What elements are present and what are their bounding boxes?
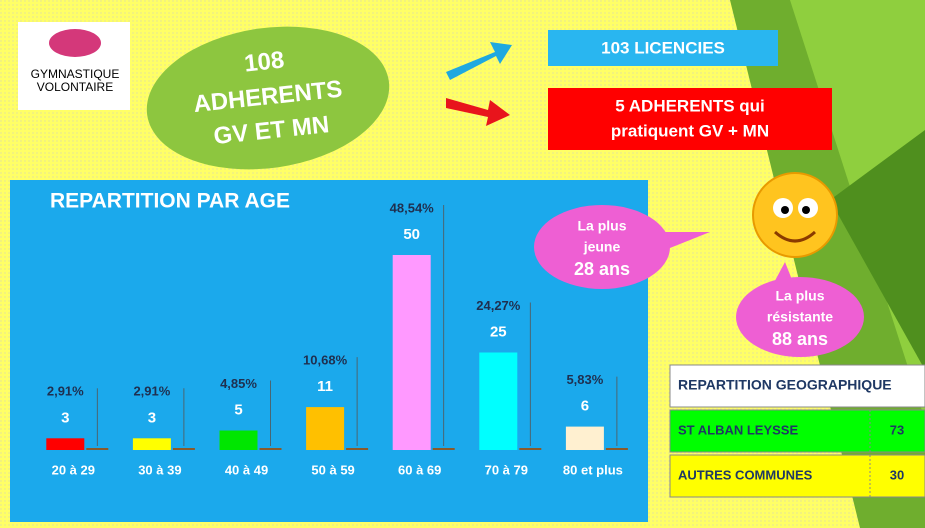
percentage-label: 48,54% xyxy=(390,200,435,215)
emoji xyxy=(753,173,837,257)
percentage-label: 24,27% xyxy=(476,298,521,313)
percentage-label: 2,91% xyxy=(133,384,170,399)
box-text: 103 LICENCIES xyxy=(601,38,725,57)
chart-title: REPARTITION PAR AGE xyxy=(50,190,290,213)
bar xyxy=(133,438,171,450)
bar xyxy=(306,407,344,450)
table-cell: AUTRES COMMUNES xyxy=(678,467,813,482)
bubble-text: 28 ans xyxy=(574,259,630,279)
emoji-pupil xyxy=(802,206,810,214)
percentage-label: 2,91% xyxy=(47,384,84,399)
logo-text: GYMNASTIQUE xyxy=(31,67,120,81)
box-text: pratiquent GV + MN xyxy=(611,121,769,140)
bubble-text: 88 ans xyxy=(772,329,828,349)
bubble-text: La plus xyxy=(577,218,626,234)
x-tick-label: 70 à 79 xyxy=(485,462,528,477)
bubble-text: résistante xyxy=(767,309,833,325)
x-tick-label: 50 à 59 xyxy=(311,462,354,477)
value-label: 3 xyxy=(148,409,156,426)
value-label: 25 xyxy=(490,323,507,340)
bar xyxy=(479,353,517,451)
bar xyxy=(220,431,258,451)
value-label: 6 xyxy=(581,398,589,415)
bar xyxy=(393,255,431,450)
table-cell: 30 xyxy=(890,467,904,482)
percentage-label: 5,83% xyxy=(566,372,603,387)
x-tick-label: 60 à 69 xyxy=(398,462,441,477)
box-text: 5 ADHERENTS qui xyxy=(615,96,765,115)
x-tick-label: 40 à 49 xyxy=(225,462,268,477)
bar-base xyxy=(519,448,541,450)
bar-base xyxy=(173,448,195,450)
bar-base xyxy=(86,448,108,450)
logo-mark xyxy=(49,29,101,57)
slide: GYMNASTIQUE VOLONTAIRE 108 ADHERENTS GV … xyxy=(0,0,925,528)
x-tick-label: 80 et plus xyxy=(563,462,623,477)
bubble-text: jeune xyxy=(583,239,621,255)
table-cell: ST ALBAN LEYSSE xyxy=(678,422,798,437)
percentage-label: 10,68% xyxy=(303,353,348,368)
bubble-text: La plus xyxy=(775,288,824,304)
bar xyxy=(46,438,84,450)
x-tick-label: 20 à 29 xyxy=(52,462,95,477)
table-cell: 73 xyxy=(890,422,904,437)
bar-base xyxy=(606,448,628,450)
bar xyxy=(566,427,604,450)
table-header-text: REPARTITION GEOGRAPHIQUE xyxy=(678,377,892,393)
emoji-pupil xyxy=(781,206,789,214)
value-label: 3 xyxy=(61,409,69,426)
bar-base xyxy=(433,448,455,450)
x-tick-label: 30 à 39 xyxy=(138,462,181,477)
value-label: 50 xyxy=(403,226,420,243)
logo-text: VOLONTAIRE xyxy=(37,80,113,94)
badge-text: 108 xyxy=(243,47,286,78)
bar-base xyxy=(346,448,368,450)
bar-base xyxy=(260,448,282,450)
value-label: 11 xyxy=(317,378,333,395)
value-label: 5 xyxy=(234,401,242,418)
percentage-label: 4,85% xyxy=(220,376,257,391)
